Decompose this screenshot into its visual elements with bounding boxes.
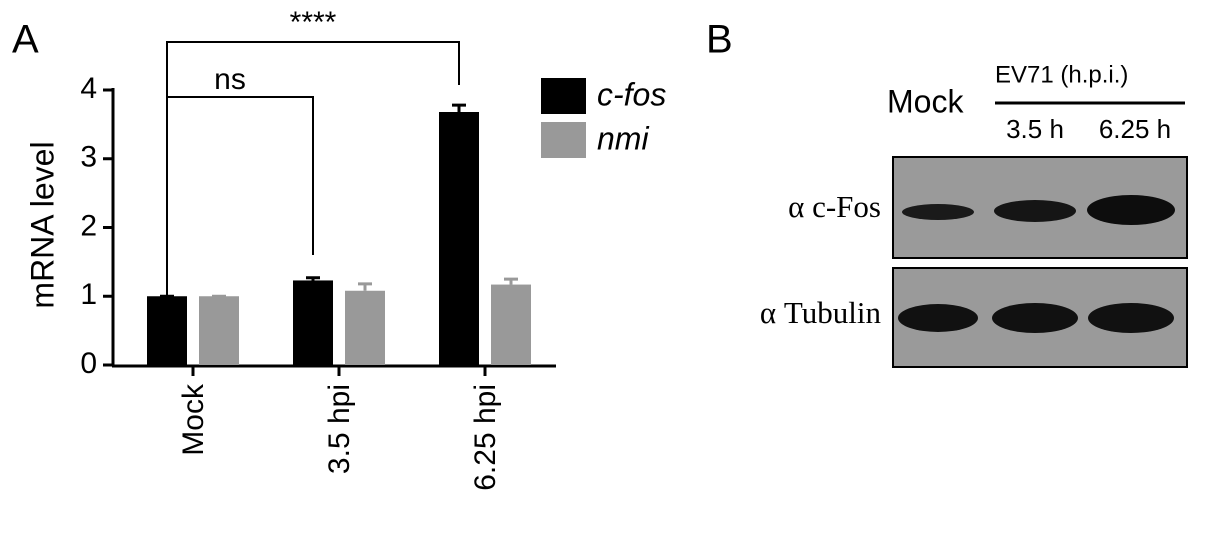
y-axis-label: mRNA level [24, 141, 60, 308]
bar [199, 296, 239, 365]
panel-label: A [12, 18, 39, 62]
row-label: α Tubulin [760, 295, 882, 330]
bar [491, 284, 531, 365]
significance-bracket [166, 41, 460, 295]
legend-swatch [541, 78, 586, 114]
legend-swatch [541, 122, 586, 158]
significance-label: ns [214, 63, 246, 96]
row-label: α c-Fos [788, 189, 881, 224]
lane-header: EV71 (h.p.i.) [995, 61, 1128, 88]
lane-label: 6.25 h [1099, 114, 1171, 144]
y-tick-label: 0 [80, 347, 97, 380]
y-tick-label: 2 [80, 209, 97, 242]
error-bar [504, 277, 518, 285]
blot-band [1087, 195, 1175, 225]
error-bar [452, 103, 466, 112]
blot-band [992, 303, 1078, 333]
bar [439, 112, 479, 365]
lane-label: 3.5 h [1006, 114, 1064, 144]
error-bar [358, 282, 372, 291]
y-tick-label: 4 [80, 72, 97, 105]
significance-bracket [166, 96, 314, 295]
bar [293, 280, 333, 365]
y-tick-label: 3 [80, 141, 97, 174]
legend-label: c-fos [597, 76, 666, 112]
blot-band [994, 200, 1076, 222]
blot-band [898, 304, 978, 332]
x-tick-label: 6.25 hpi [469, 384, 502, 491]
bar [147, 296, 187, 365]
significance-label: **** [290, 6, 337, 39]
legend-label: nmi [597, 120, 649, 156]
blot-band [1088, 303, 1174, 333]
lane-label: Mock [887, 83, 964, 119]
blot-band [902, 204, 974, 220]
panel-label: B [706, 18, 733, 62]
x-tick-label: Mock [177, 383, 210, 456]
x-tick-label: 3.5 hpi [323, 384, 356, 474]
bar [345, 290, 385, 365]
error-bar [306, 276, 320, 281]
y-tick-label: 1 [80, 278, 97, 311]
